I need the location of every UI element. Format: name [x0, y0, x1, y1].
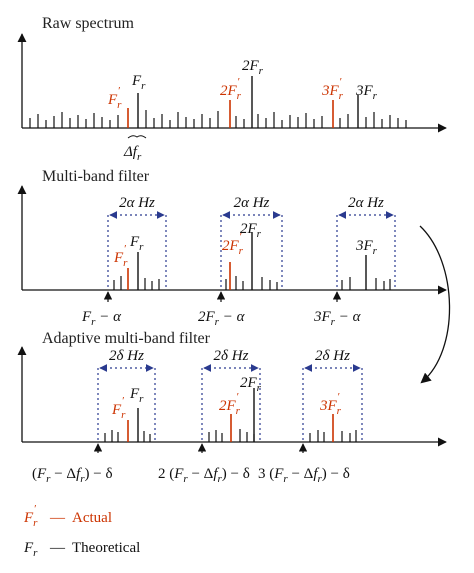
- raw-fr-theoretical-label: Fr: [131, 73, 146, 92]
- ad-2fr-theoretical-label: 2Fr: [240, 375, 262, 394]
- svg-text:2δ Hz: 2δ Hz: [315, 348, 350, 364]
- mb-window-2: 2α Hz: [220, 195, 283, 290]
- ad-window-3: 2δ Hz: [302, 348, 363, 442]
- ad-marker-3: 3 (Fr − Δfr) − δ: [258, 443, 350, 485]
- mb-marker-3: 3Fr − α: [313, 291, 362, 328]
- ad-marker-2: 2 (Fr − Δfr) − δ: [158, 443, 250, 485]
- ad-window-2: 2δ Hz: [201, 348, 261, 442]
- legend-theoretical-symbol: Fr: [23, 540, 38, 559]
- adaptive-filter-panel: Adaptive multi-band filter 2δ Hz 2δ Hz 2δ …: [17, 330, 447, 485]
- svg-text:2δ Hz: 2δ Hz: [109, 348, 144, 364]
- legend: Fr′ — Actual Fr — Theoretical: [23, 503, 140, 559]
- legend-actual-label: Actual: [72, 510, 112, 526]
- ad-2fr-actual-label: 2Fr′: [219, 391, 241, 417]
- mb-window-3: 2α Hz: [336, 195, 396, 290]
- multiband-bars: [113, 232, 391, 290]
- adaptive-title: Adaptive multi-band filter: [42, 330, 211, 347]
- mb-fr-theoretical-label: Fr: [129, 234, 144, 253]
- delta-brace: [127, 135, 147, 139]
- mb-2fr-actual-label: 2Fr′: [222, 231, 244, 257]
- adaptive-windows: 2δ Hz 2δ Hz 2δ Hz: [97, 348, 363, 442]
- svg-text:Fr − α: Fr − α: [81, 309, 122, 328]
- mb-window-1: 2α Hz: [107, 195, 167, 290]
- multiband-title: Multi-band filter: [42, 168, 150, 185]
- mb-fr-actual-label: Fr′: [113, 243, 128, 269]
- raw-2fr-theoretical-label: 2Fr: [242, 58, 264, 77]
- multiband-filter-panel: Multi-band filter 2α Hz 2α Hz 2α Hz Fr′ Fr…: [17, 168, 447, 328]
- mb-3fr-theoretical-label: 3Fr: [355, 238, 378, 257]
- svg-text:(Fr − Δfr) − δ: (Fr − Δfr) − δ: [32, 466, 113, 485]
- multiband-windows: 2α Hz 2α Hz 2α Hz: [107, 195, 396, 290]
- legend-actual-symbol: Fr′: [23, 503, 38, 529]
- svg-text:3Fr − α: 3Fr − α: [313, 309, 362, 328]
- raw-3fr-theoretical-label: 3Fr: [355, 83, 378, 102]
- ad-fr-actual-label: Fr′: [111, 395, 126, 421]
- svg-text:2α Hz: 2α Hz: [348, 195, 384, 211]
- transition-arrow: [419, 225, 451, 384]
- mb-marker-1: Fr − α: [81, 291, 122, 328]
- legend-theoretical-dash: —: [49, 540, 66, 556]
- raw-fr-actual-label: Fr′: [107, 85, 122, 111]
- raw-2fr-actual-label: 2Fr′: [220, 76, 242, 102]
- legend-theoretical-label: Theoretical: [72, 540, 140, 556]
- mb-2fr-theoretical-label: 2Fr: [240, 221, 262, 240]
- ad-window-1: 2δ Hz: [97, 348, 156, 442]
- svg-text:2α Hz: 2α Hz: [119, 195, 155, 211]
- ad-fr-theoretical-label: Fr: [129, 386, 144, 405]
- svg-text:3 (Fr − Δfr) − δ: 3 (Fr − Δfr) − δ: [258, 466, 350, 485]
- svg-text:2α Hz: 2α Hz: [234, 195, 270, 211]
- raw-spectrum-panel: Raw spectrum Fr′ Fr 2Fr′ 2Fr 3Fr′ 3Fr Δf…: [17, 15, 447, 163]
- svg-text:2δ Hz: 2δ Hz: [214, 348, 249, 364]
- adaptive-bars: [104, 388, 357, 442]
- svg-text:2 (Fr − Δfr) − δ: 2 (Fr − Δfr) − δ: [158, 466, 250, 485]
- ad-marker-1: (Fr − Δfr) − δ: [32, 443, 113, 485]
- legend-actual-dash: —: [49, 510, 66, 526]
- raw-3fr-actual-label: 3Fr′: [321, 76, 344, 102]
- raw-spectrum-title: Raw spectrum: [42, 15, 135, 32]
- mb-marker-2: 2Fr − α: [198, 291, 246, 328]
- delta-fr-label: Δfr: [123, 144, 142, 163]
- ad-3fr-actual-label: 3Fr′: [319, 391, 342, 417]
- raw-spectrum-bars: [29, 76, 407, 128]
- svg-text:2Fr − α: 2Fr − α: [198, 309, 246, 328]
